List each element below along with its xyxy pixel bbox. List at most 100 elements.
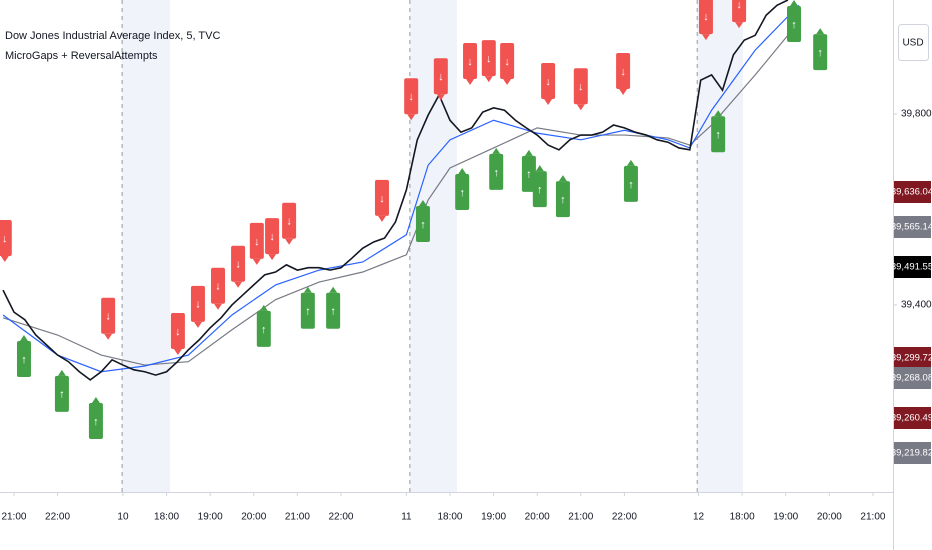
price-tag: [894, 347, 931, 369]
signal-pointer: [193, 321, 202, 328]
signal-symbol: ↑: [715, 129, 721, 141]
signal-pointer: [619, 88, 628, 95]
x-tick-label: 20:00: [525, 512, 550, 523]
signal-pointer: [701, 34, 710, 41]
signal-symbol: ↑: [791, 19, 797, 31]
buy-signal: [300, 292, 315, 329]
signal-pointer: [418, 199, 427, 206]
signal-pointer: [816, 28, 825, 35]
chart-title: Dow Jones Industrial Average Index, 5, T…: [5, 30, 220, 42]
sell-signal: [170, 313, 185, 350]
signal-symbol: ↓: [467, 56, 473, 68]
signal-symbol: ↓: [438, 71, 444, 83]
signal-pointer: [329, 286, 338, 293]
signal-symbol: ↑: [305, 306, 311, 318]
signal-pointer: [234, 281, 243, 288]
sell-signal: [231, 245, 246, 282]
signal-symbol: ↓: [195, 299, 201, 311]
sell-signal: [211, 267, 226, 304]
signal-symbol: ↓: [504, 56, 510, 68]
signal-pointer: [626, 159, 635, 166]
signal-pointer: [544, 98, 553, 105]
x-tick-label: 19:00: [773, 512, 798, 523]
x-tick-label: 20:00: [241, 512, 266, 523]
signal-pointer: [268, 254, 277, 261]
indicator-name: MicroGaps + ReversalAttempts: [5, 50, 158, 62]
signal-pointer: [57, 369, 66, 376]
buy-signal: [489, 153, 504, 190]
currency-box[interactable]: [898, 24, 929, 61]
signal-symbol: ↓: [286, 216, 292, 228]
price-tag: [894, 442, 931, 464]
buy-signal: [555, 181, 570, 218]
signal-pointer: [492, 147, 501, 154]
signal-symbol: ↑: [261, 324, 267, 336]
signal-symbol: ↑: [628, 179, 634, 191]
signal-symbol: ↑: [330, 306, 336, 318]
signal-symbol: ↓: [545, 76, 551, 88]
signal-pointer: [377, 215, 386, 222]
currency: USD: [902, 38, 923, 49]
signal-symbol: ↓: [269, 231, 275, 243]
signal-symbol: ↓: [408, 91, 414, 103]
signal-pointer: [535, 165, 544, 172]
x-tick-label: 19:00: [198, 512, 223, 523]
price-tag-label: 39,636.04: [891, 187, 932, 198]
signal-pointer: [19, 334, 28, 341]
buy-signal: [88, 403, 103, 440]
buy-signal: [813, 34, 828, 71]
sell-signal: [265, 218, 280, 255]
sell-signal: [500, 42, 515, 79]
buy-signal: [521, 155, 536, 192]
x-tick-label: 18:00: [154, 512, 179, 523]
signal-symbol: ↑: [817, 47, 823, 59]
x-tick-label: 10: [117, 512, 129, 523]
signal-pointer: [214, 303, 223, 310]
session-shade: [122, 0, 171, 492]
x-tick-label: 21:00: [568, 512, 593, 523]
signal-symbol: ↑: [21, 354, 27, 366]
sell-signal: [481, 40, 496, 77]
sell-signal: [433, 58, 448, 95]
signal-symbol: ↓: [105, 311, 111, 323]
signal-symbol: ↓: [379, 193, 385, 205]
price-tag: [894, 367, 931, 389]
x-tick-label: 21:00: [285, 512, 310, 523]
x-tick-label: 20:00: [817, 512, 842, 523]
signal-symbol: ↑: [59, 389, 65, 401]
buy-signal: [16, 340, 31, 377]
buy-signal: [326, 292, 341, 329]
sell-signal: [541, 62, 556, 99]
sell-signal: [0, 219, 12, 256]
x-tick-label: 19:00: [481, 512, 506, 523]
signal-symbol: ↓: [578, 81, 584, 93]
buy-signal: [532, 171, 547, 208]
signal-pointer: [576, 104, 585, 111]
buy-signal: [54, 375, 69, 412]
x-tick-label: 18:00: [730, 512, 755, 523]
signal-pointer: [259, 304, 268, 311]
sell-signal: [190, 285, 205, 322]
signal-symbol: ↓: [2, 233, 8, 245]
signal-pointer: [0, 255, 9, 262]
sell-signal: [573, 68, 588, 105]
sell-signal: [249, 222, 264, 259]
signal-pointer: [790, 0, 799, 6]
price-tag-label: 39,565.14: [891, 222, 932, 233]
signal-pointer: [407, 114, 416, 121]
price-tag-label: 39,219.82: [891, 448, 932, 459]
sell-signal: [463, 42, 478, 79]
signal-symbol: ↑: [526, 169, 532, 181]
signal-pointer: [484, 76, 493, 83]
price-tag: [894, 181, 931, 203]
price-tag: [894, 256, 931, 278]
signal-pointer: [714, 110, 723, 117]
signal-symbol: ↓: [254, 236, 260, 248]
plot-background: [121, 0, 744, 492]
session-shade: [409, 0, 457, 492]
price-line: [2, 0, 789, 381]
signal-symbol: ↓: [736, 0, 742, 11]
price-line: [2, 4, 800, 373]
